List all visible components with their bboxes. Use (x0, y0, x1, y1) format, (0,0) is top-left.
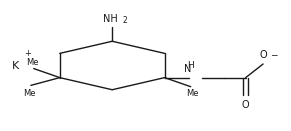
Text: Me: Me (23, 89, 36, 98)
Text: −: − (270, 50, 278, 59)
Text: Me: Me (186, 89, 198, 98)
Text: 2: 2 (122, 16, 127, 25)
Text: O: O (259, 50, 267, 60)
Text: K: K (12, 61, 19, 70)
Text: O: O (242, 100, 249, 110)
Text: H: H (187, 61, 194, 70)
Text: Me: Me (26, 58, 38, 67)
Text: NH: NH (103, 14, 118, 24)
Text: N: N (184, 64, 191, 74)
Text: +: + (24, 49, 31, 58)
